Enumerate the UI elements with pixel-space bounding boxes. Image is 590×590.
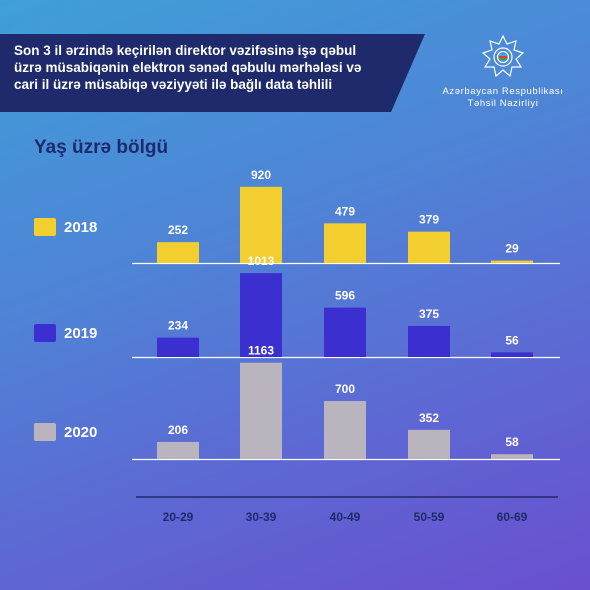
bar-2018-30-39 — [240, 186, 282, 263]
title-line-1: Son 3 il ərzində keçirilən direktor vəzi… — [14, 43, 357, 58]
bar-2019-20-29 — [157, 337, 199, 357]
bar-2020-40-49 — [324, 401, 366, 459]
bar-value-2020-50-59: 352 — [419, 411, 439, 425]
bar-2019-30-39 — [240, 273, 282, 357]
legend-label-2020: 2020 — [64, 423, 98, 441]
ministry-logo: Azərbaycan Respublikası Təhsil Nazirliyi — [428, 22, 578, 122]
legend-item-2019: 2019 — [34, 323, 97, 343]
bar-value-2020-30-39: 1163 — [248, 344, 274, 358]
bar-value-2018-50-59: 379 — [419, 213, 439, 227]
org-name-line-2: Təhsil Nazirliyi — [467, 98, 539, 109]
bar-2020-30-39 — [240, 362, 282, 459]
legend-label-2019: 2019 — [64, 324, 98, 342]
bar-2020-60-69 — [491, 454, 533, 459]
bar-value-2019-20-29: 234 — [168, 319, 188, 333]
bar-2020-50-59 — [408, 429, 450, 459]
chart-title: Yaş üzrə bölgü — [34, 137, 169, 158]
bar-2019-60-69 — [491, 352, 533, 357]
bar-value-2018-40-49: 479 — [335, 204, 355, 218]
legend-swatch-2020 — [34, 423, 56, 441]
x-tick-label-40-49: 40-49 — [330, 510, 361, 524]
bar-2018-60-69 — [491, 260, 533, 263]
title-line-2: üzrə müsabiqənin elektron sənəd qəbulu m… — [14, 60, 362, 75]
org-name-line-1: Azərbaycan Respublikası — [442, 86, 564, 97]
bar-value-2020-20-29: 206 — [168, 423, 188, 437]
bar-value-2019-30-39: 1013 — [248, 254, 275, 268]
ministry-star-emblem-icon — [481, 34, 525, 78]
bar-2018-40-49 — [324, 223, 366, 263]
x-tick-label-60-69: 60-69 — [497, 510, 528, 524]
bar-value-2019-40-49: 596 — [335, 289, 355, 303]
bar-value-2018-60-69: 29 — [505, 242, 519, 256]
x-tick-label-30-39: 30-39 — [246, 510, 277, 524]
legend-label-2018: 2018 — [64, 218, 98, 236]
bar-value-2018-30-39: 920 — [251, 168, 271, 182]
bar-2019-50-59 — [408, 325, 450, 357]
x-tick-label-50-59: 50-59 — [414, 510, 445, 524]
bar-value-2018-20-29: 252 — [168, 223, 188, 237]
bar-2018-20-29 — [157, 242, 199, 263]
bar-value-2020-60-69: 58 — [505, 435, 519, 449]
title-line-3: cari il üzrə müsabiqə vəziyyəti ilə bağl… — [14, 77, 333, 92]
bar-2018-50-59 — [408, 231, 450, 263]
bar-2019-40-49 — [324, 307, 366, 357]
bar-value-2019-50-59: 375 — [419, 307, 439, 321]
bar-value-2020-40-49: 700 — [335, 382, 355, 396]
legend-swatch-2019 — [34, 324, 56, 342]
legend-swatch-2018 — [34, 218, 56, 236]
title-band: Son 3 il ərzində keçirilən direktor vəzi… — [0, 34, 425, 112]
page-title: Son 3 il ərzində keçirilən direktor vəzi… — [14, 42, 394, 93]
x-tick-label-20-29: 20-29 — [163, 510, 194, 524]
header: Son 3 il ərzində keçirilən direktor vəzi… — [0, 0, 590, 112]
legend-item-2018: 2018 — [34, 217, 97, 237]
legend-item-2020: 2020 — [34, 422, 97, 442]
bar-2020-20-29 — [157, 441, 199, 459]
bar-value-2019-60-69: 56 — [505, 333, 519, 347]
